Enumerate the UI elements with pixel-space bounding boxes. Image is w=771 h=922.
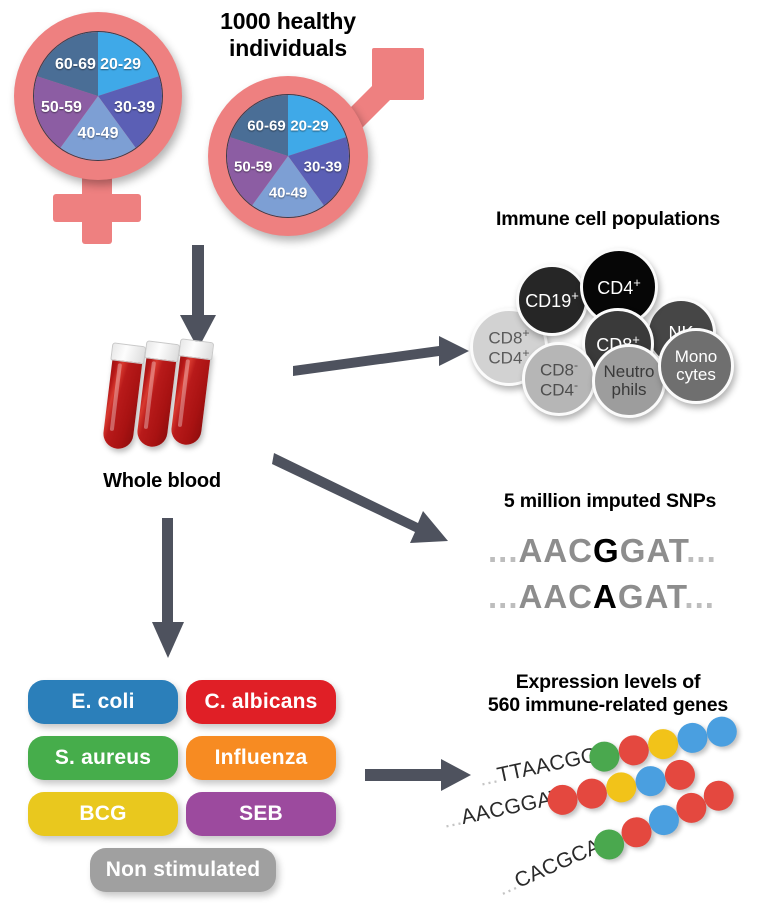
stimulus-box-s-aureus[interactable]: S. aureus [28,736,178,780]
stimulus-label: E. coli [71,690,135,713]
female-symbol-crossbar [53,194,141,222]
pie-slice [37,32,98,96]
immune-cell-label: CD8- CD4- [539,357,579,400]
age-distribution-pie [34,32,162,160]
whole-blood-label: Whole blood [103,470,221,492]
gene-expression-strands: ...TTAACGG ...AACGGAT ...CACGCAA [441,713,771,920]
pie-slice-label: 30-39 [303,158,342,176]
immune-cell-label: CD8+ CD4+ [488,325,530,368]
blood-to-stimuli-arrow [152,518,184,658]
stimulus-box-influenza[interactable]: Influenza [186,736,336,780]
immune-cell-cd8neg-cd4neg: CD8- CD4- [522,342,596,416]
snp-prefix: ... [488,578,519,615]
pie-slice-label: 40-49 [268,184,308,202]
male-gender-symbol: 20-29 30-39 40-49 50-59 60-69 [208,48,424,248]
immune-cell-monocytes: Mono cytes [658,328,734,404]
pie-slice [229,95,288,156]
female-gender-symbol: 20-29 30-39 40-49 50-59 60-69 [8,12,198,244]
pie-slice [227,137,288,206]
cohort-to-blood-arrow [180,245,216,349]
pie-slice [60,96,136,160]
immune-cell-label: Neutro phils [603,362,655,399]
pie-slice-label: 50-59 [41,98,82,116]
snp-prefix: ... [488,532,519,569]
pie-slice-label: 30-39 [114,98,155,116]
pie-slice [34,76,98,148]
expression-section-title: Expression levels of 560 immune-related … [487,671,729,716]
snp-sequence-row: ...AACAGAT... [488,578,715,616]
snp-sequence-row: ...AACGGAT... [488,532,717,570]
pie-slice-label: 50-59 [234,158,273,176]
pie-slice-label: 60-69 [247,117,286,135]
expression-bead [674,720,711,756]
snp-left: AAC [518,532,594,569]
snps-section-title: 5 million imputed SNPs [503,490,717,512]
pie-slice [288,137,349,206]
immune-section-title: Immune cell populations [495,208,720,230]
stimulus-box-bcg[interactable]: BCG [28,792,178,836]
snp-left: AAC [518,578,594,615]
pie-slice-label: 40-49 [77,125,119,143]
immune-cell-label: CD4+ [597,275,641,299]
expression-bead [662,757,698,793]
expression-bead [704,713,740,750]
pie-slice-label: 60-69 [54,55,96,73]
snp-variant: A [593,578,618,615]
immune-cell-cd19pos: CD19+ [516,264,588,336]
cohort-title: 1000 healthy individuals [220,8,356,62]
stimulus-label: C. albicans [204,690,318,713]
expression-bead [603,769,640,806]
stimulus-label: Non stimulated [105,858,261,881]
age-distribution-pie [227,95,349,217]
stimulus-label: Influenza [214,746,308,769]
snp-variant: G [593,532,620,569]
female-age-pie: 20-29 30-39 40-49 50-59 60-69 [33,31,163,161]
male-age-pie: 20-29 30-39 40-49 50-59 60-69 [226,94,350,218]
expression-bead [632,763,669,799]
stimulus-box-e-coli[interactable]: E. coli [28,680,178,724]
stimuli-to-expression-arrow [365,759,471,791]
stimulus-label: SEB [239,802,283,825]
expression-bead [574,775,610,812]
pie-slice [288,95,347,156]
stimulus-box-c-albicans[interactable]: C. albicans [186,680,336,724]
immune-cell-neutrophils: Neutro phils [592,344,666,418]
immune-cell-label: Mono cytes [674,347,718,384]
pie-slice [252,156,324,217]
snp-suffix: ... [686,532,717,569]
dna-sequence-text: ...AACGGAT [441,785,565,834]
stimulus-box-seb[interactable]: SEB [186,792,336,836]
pie-slice-label: 20-29 [290,117,329,135]
blood-to-immune-arrow [293,336,469,376]
snp-suffix: ... [684,578,715,615]
pie-slice [98,76,162,148]
stimulus-label: S. aureus [54,746,152,769]
blood-to-snps-arrow [272,453,448,543]
snp-right: GAT [619,532,687,569]
stimulus-box-non-stimulated[interactable]: Non stimulated [90,848,276,892]
snp-right: GAT [617,578,685,615]
stimuli-panel: E. coli C. albicans S. aureus Influenza … [28,680,338,892]
immune-cell-cluster: CD8+CD4+ CD19+ CD4+ NK CD8+ CD8-CD4- Neu… [470,246,760,418]
immune-cell-label: CD19+ [525,288,579,312]
whole-blood-tubes [101,338,228,465]
expression-bead [615,732,652,769]
pie-slice-label: 20-29 [100,55,142,73]
expression-bead [645,726,681,762]
stimulus-label: BCG [79,802,127,825]
pie-slice [98,32,159,96]
